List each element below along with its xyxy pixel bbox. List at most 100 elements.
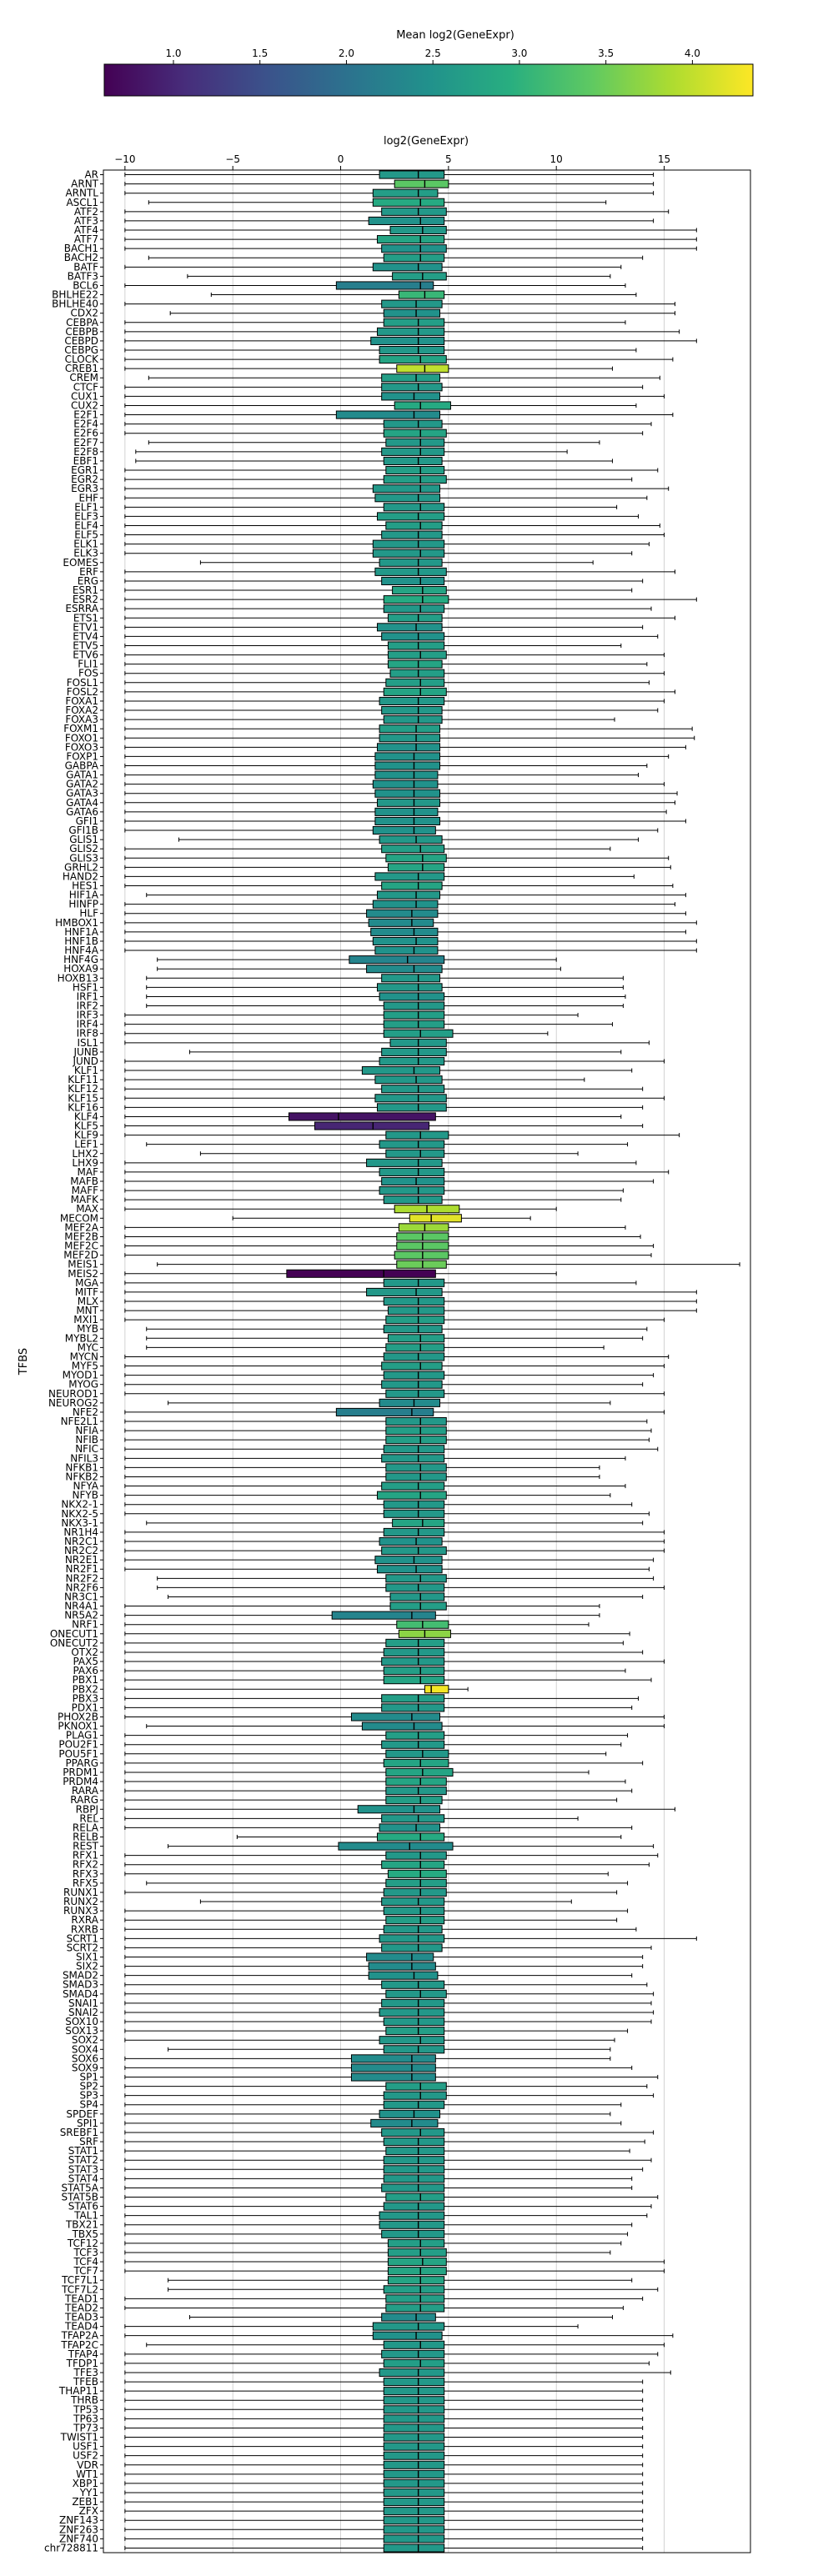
box-iqr <box>396 1260 447 1269</box>
y-tick-label: MYBL2 <box>65 1332 98 1344</box>
box-RFX2 <box>124 1860 650 1869</box>
y-tick-label: GATA1 <box>66 769 98 781</box>
box-iqr <box>381 383 443 392</box>
y-tick-label: MLX <box>78 1296 98 1307</box>
y-tick-label: SOX13 <box>65 2025 98 2037</box>
y-tick-label: FOXA2 <box>65 704 98 716</box>
y-tick-label: MEIS2 <box>68 1268 98 1280</box>
y-tick-label: PBX3 <box>73 1692 98 1704</box>
box-iqr <box>383 1029 454 1038</box>
box-SP2 <box>124 2082 648 2091</box>
y-tick-label: ELF5 <box>74 529 98 541</box>
box-PBX2 <box>124 1685 469 1694</box>
y-tick-label: GLIS3 <box>69 852 98 864</box>
box-REL <box>124 1814 579 1823</box>
box-iqr <box>377 983 443 992</box>
box-GFI1 <box>124 816 686 826</box>
box-iqr <box>381 207 447 216</box>
box-RXRB <box>124 1925 637 1934</box>
box-iqr <box>350 2054 436 2063</box>
box-iqr <box>383 503 445 512</box>
box-iqr <box>389 225 447 235</box>
grid-lines <box>124 170 665 2553</box>
box-MYOG <box>124 1380 644 1389</box>
y-tick-label: TCF4 <box>73 2256 98 2268</box>
y-tick-label: IRF1 <box>77 990 98 1002</box>
box-MAF <box>124 1167 670 1176</box>
colorbar-label: Mean log2(GeneExpr) <box>396 29 514 42</box>
box-NEUROG2 <box>168 1398 611 1407</box>
y-tick-label: SCRT2 <box>67 1942 98 1953</box>
y-tick-label: WT1 <box>76 2468 98 2480</box>
box-HLF <box>124 909 686 918</box>
box-iqr <box>383 1500 445 1509</box>
box-iqr <box>381 1481 445 1491</box>
box-IRF3 <box>124 1010 579 1020</box>
box-ISL1 <box>124 1038 650 1047</box>
y-tick-label: SP4 <box>80 2099 99 2111</box>
box-MYOD1 <box>124 1371 655 1380</box>
y-tick-label: REL <box>79 1812 98 1824</box>
y-tick-label: KLF4 <box>74 1110 98 1122</box>
y-tick-label: NFKB2 <box>65 1471 98 1482</box>
y-tick-label: SP1 <box>80 2072 99 2083</box>
box-iqr <box>379 1056 445 1066</box>
box-HIF1A <box>146 890 686 900</box>
y-tick-label: ELF4 <box>74 519 98 531</box>
colorbar-tick-label: 1.0 <box>165 48 181 59</box>
box-iqr <box>381 530 443 539</box>
y-tick-label: SOX6 <box>72 2052 98 2064</box>
box-RELA <box>124 1823 633 1832</box>
box-iqr <box>366 965 443 974</box>
box-ETV6 <box>124 650 665 659</box>
y-tick-label: TFDP1 <box>66 2358 98 2369</box>
box-iqr <box>385 2027 445 2036</box>
y-tick-label: MITF <box>75 1286 98 1298</box>
box-HNF4G <box>157 955 557 965</box>
y-tick-label: ETV4 <box>73 630 98 642</box>
box-iqr <box>383 1647 445 1656</box>
box-iqr <box>383 318 445 327</box>
box-iqr <box>379 696 445 705</box>
box-ONECUT1 <box>124 1629 630 1638</box>
box-iqr <box>383 1278 445 1287</box>
box-ATF7 <box>124 235 697 244</box>
box-iqr <box>383 1010 445 1020</box>
box-iqr <box>383 2460 445 2469</box>
y-tick-label: GABPA <box>65 760 99 772</box>
y-tick-label: TAL1 <box>73 2210 98 2222</box>
box-CEBPD <box>124 336 697 345</box>
box-SP3 <box>124 2091 655 2100</box>
y-tick-label: ZFX <box>79 2505 98 2517</box>
y-tick-label: ESRRA <box>65 603 98 614</box>
box-HINFP <box>124 900 675 909</box>
box-iqr <box>424 1685 449 1694</box>
box-ESR2 <box>124 595 697 604</box>
box-FOXP1 <box>124 752 670 761</box>
box-iqr <box>387 2238 445 2248</box>
box-iqr <box>288 1112 436 1121</box>
box-SMAD3 <box>124 1980 648 1989</box>
box-PRDM4 <box>124 1777 626 1787</box>
y-tick-label: FOXM1 <box>63 723 98 734</box>
box-iqr <box>377 1565 443 1574</box>
box-TFAP4 <box>124 2349 659 2358</box>
box-RUNX1 <box>124 1887 618 1897</box>
y-tick-label: SOX9 <box>72 2062 98 2073</box>
y-tick-label: KLF11 <box>68 1074 98 1085</box>
box-SP4 <box>124 2100 622 2109</box>
box-STAT4 <box>124 2174 633 2183</box>
box-iqr <box>385 1316 445 1325</box>
y-tick-label: CDX2 <box>71 308 98 319</box>
box-NR2C2 <box>124 1546 665 1556</box>
box-iqr <box>383 1195 443 1205</box>
box-iqr <box>383 2516 445 2525</box>
box-GABPA <box>124 761 648 770</box>
box-ZNF740 <box>124 2534 644 2543</box>
x-tick-label: 15 <box>658 153 670 165</box>
y-tick-label: IRF4 <box>77 1019 98 1030</box>
box-MYB <box>146 1325 648 1334</box>
x-tick-label: −5 <box>225 153 240 165</box>
box-PDX1 <box>124 1703 633 1712</box>
box-PHOX2B <box>124 1712 665 1722</box>
